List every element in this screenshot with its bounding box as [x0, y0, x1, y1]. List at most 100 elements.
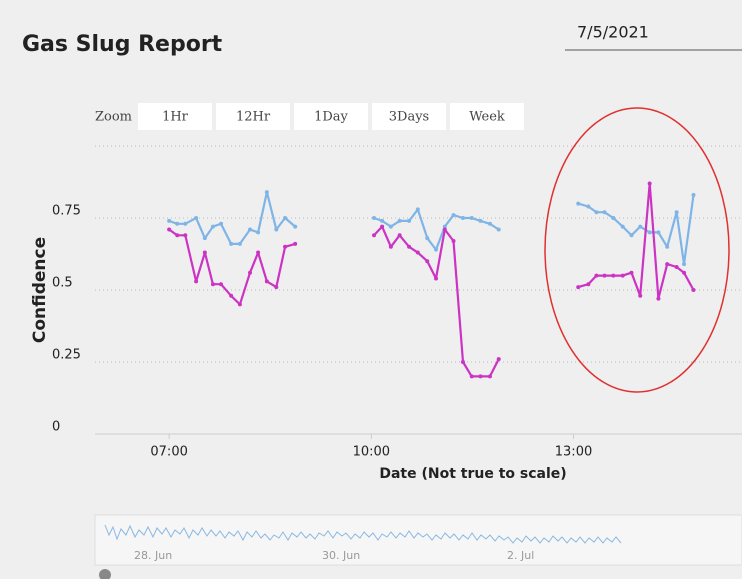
- zoom-buttons: 1Hr 12Hr 1Day 3Days Week: [138, 103, 524, 130]
- point: [602, 210, 607, 215]
- point: [415, 207, 420, 212]
- point: [425, 259, 430, 264]
- point: [434, 247, 439, 252]
- navigator[interactable]: [94, 514, 742, 566]
- point: [629, 270, 634, 275]
- point: [194, 216, 199, 220]
- point: [594, 210, 599, 215]
- x-tick-label: 10:00: [353, 445, 390, 460]
- point: [496, 227, 501, 232]
- point: [274, 285, 279, 290]
- zoom-button-label[interactable]: 3Days: [389, 110, 429, 125]
- point: [380, 224, 385, 229]
- point: [656, 296, 661, 301]
- zoom-button[interactable]: [372, 103, 446, 130]
- point: [576, 285, 581, 290]
- point: [415, 250, 420, 255]
- point: [691, 192, 696, 197]
- point: [219, 282, 224, 287]
- point: [656, 230, 661, 235]
- point: [451, 213, 456, 218]
- point: [647, 230, 652, 235]
- point: [442, 227, 447, 232]
- point: [638, 224, 643, 229]
- zoom-button[interactable]: [216, 103, 290, 130]
- x-tick-label: 13:00: [555, 445, 592, 460]
- report-title: Gas Slug Report: [22, 32, 223, 57]
- navigator-label: 30. Jun: [322, 549, 360, 562]
- point: [194, 279, 199, 284]
- point: [372, 233, 377, 238]
- point: [469, 216, 474, 220]
- navigator-sparkline: [104, 524, 622, 544]
- zoom-button-label[interactable]: Week: [469, 110, 505, 125]
- x-axis-label: Date (Not true to scale): [379, 466, 566, 482]
- point: [183, 221, 188, 226]
- highlight-circle: [544, 107, 730, 393]
- point: [425, 236, 430, 241]
- point: [682, 270, 687, 275]
- point: [586, 204, 591, 209]
- point: [397, 218, 402, 223]
- zoom-button-label[interactable]: 12Hr: [236, 110, 271, 125]
- zoom-label: Zoom: [95, 110, 132, 125]
- point: [407, 218, 412, 223]
- point: [665, 262, 670, 267]
- point: [460, 216, 465, 220]
- point: [256, 230, 261, 235]
- point: [293, 224, 298, 229]
- point: [274, 227, 279, 232]
- point: [620, 273, 625, 278]
- x-tick-label: 07:00: [150, 445, 187, 460]
- zoom-button-label[interactable]: 1Hr: [162, 110, 189, 125]
- point: [487, 221, 492, 226]
- y-tick-label: 0.5: [52, 276, 73, 291]
- y-tick-label: 0: [52, 420, 60, 435]
- point: [229, 293, 234, 298]
- point: [237, 241, 242, 246]
- plot: 0 0.25 0.5 0.75 07:00 10:00 13:00: [52, 145, 742, 460]
- zoom-button[interactable]: [138, 103, 212, 130]
- zoom-button-label[interactable]: 1Day: [314, 110, 348, 125]
- point: [620, 224, 625, 229]
- point: [388, 244, 393, 249]
- navigator-handle[interactable]: [99, 569, 111, 579]
- point: [397, 233, 402, 238]
- point: [380, 218, 385, 223]
- point: [293, 241, 298, 246]
- point: [167, 227, 172, 232]
- point: [611, 273, 616, 278]
- point: [372, 216, 377, 220]
- zoom-button[interactable]: [450, 103, 524, 130]
- point: [629, 233, 634, 238]
- point: [219, 221, 224, 226]
- point: [210, 224, 215, 229]
- y-tick-label: 0.25: [52, 348, 81, 363]
- point: [237, 302, 242, 307]
- point: [442, 224, 447, 229]
- point: [576, 201, 581, 206]
- point: [248, 227, 253, 232]
- point: [202, 236, 207, 241]
- point: [594, 273, 599, 278]
- point: [647, 181, 652, 186]
- zoom-button[interactable]: [294, 103, 368, 130]
- point: [183, 233, 188, 238]
- point: [460, 360, 465, 364]
- point: [487, 374, 492, 379]
- point: [638, 293, 643, 298]
- point: [388, 224, 393, 229]
- point: [167, 218, 172, 223]
- point: [202, 250, 207, 255]
- y-axis-label: Confidence: [30, 237, 50, 343]
- point: [451, 239, 456, 244]
- point: [674, 264, 679, 269]
- navigator-label: 28. Jun: [134, 549, 172, 562]
- date-field[interactable]: 7/5/2021: [577, 23, 649, 42]
- navigator-label: 2. Jul: [507, 549, 534, 562]
- point: [407, 244, 412, 249]
- point: [602, 273, 607, 278]
- y-tick-label: 0.75: [52, 204, 81, 219]
- point: [691, 288, 696, 292]
